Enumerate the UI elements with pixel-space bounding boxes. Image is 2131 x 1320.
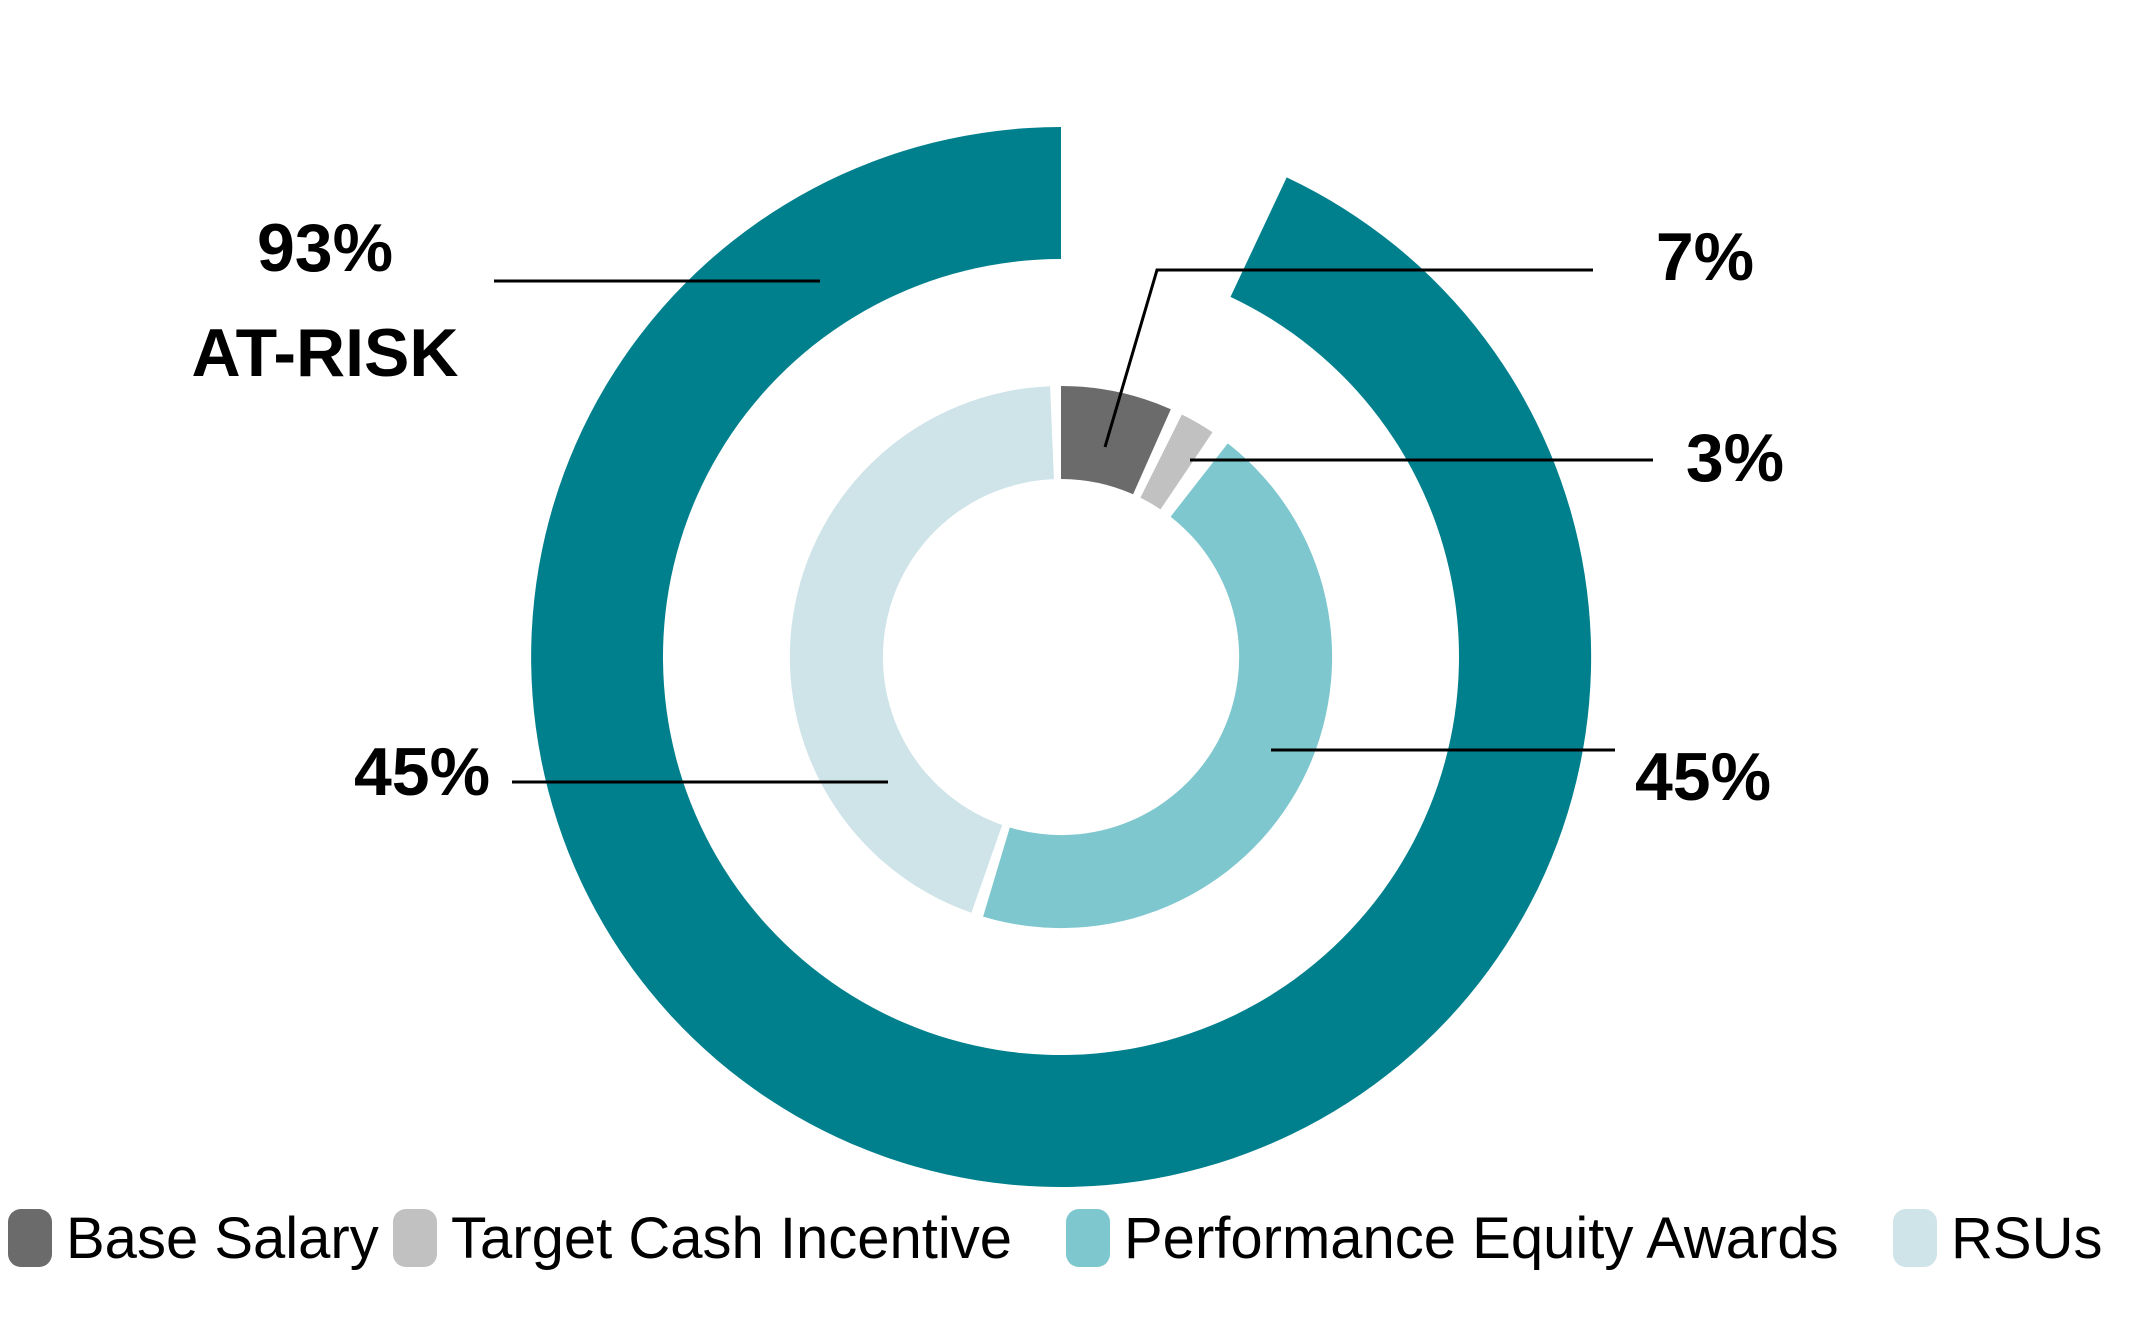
legend-label-performance-equity-awards: Performance Equity Awards [1124, 1205, 1839, 1271]
at-risk-pct: 93% [256, 210, 394, 286]
legend-swatch-performance-equity-awards [1066, 1209, 1110, 1267]
inner-segment-target-cash-incentive [1140, 414, 1213, 510]
legend-item-base-salary: Base Salary [8, 1198, 379, 1278]
at-risk-label: 93% AT-RISK [155, 196, 495, 406]
legend-swatch-target-cash-incentive [393, 1209, 437, 1267]
base-salary-callout-label: 7% [1655, 219, 1755, 295]
callout-line-base-salary [1103, 268, 1593, 448]
target-cash-callout-label: 3% [1685, 420, 1785, 496]
chart-legend: Base Salary Target Cash Incentive Perfor… [0, 1198, 2131, 1288]
legend-label-base-salary: Base Salary [66, 1205, 379, 1271]
legend-item-target-cash-incentive: Target Cash Incentive [393, 1198, 1012, 1278]
legend-item-rsus: RSUs [1893, 1198, 2102, 1278]
legend-item-performance-equity-awards: Performance Equity Awards [1066, 1198, 1839, 1278]
legend-swatch-rsus [1893, 1209, 1937, 1267]
at-risk-caption: AT-RISK [191, 315, 459, 391]
performance-equity-callout-label: 45% [1634, 739, 1772, 815]
inner-segment-base-salary [1061, 385, 1171, 495]
legend-label-rsus: RSUs [1951, 1205, 2103, 1271]
inner-segment-performance-equity-awards [983, 443, 1333, 929]
legend-label-target-cash-incentive: Target Cash Incentive [451, 1205, 1012, 1271]
legend-swatch-base-salary [8, 1209, 52, 1267]
rsus-callout-label: 45% [353, 734, 491, 810]
outer-ring-at-risk [531, 127, 1592, 1187]
